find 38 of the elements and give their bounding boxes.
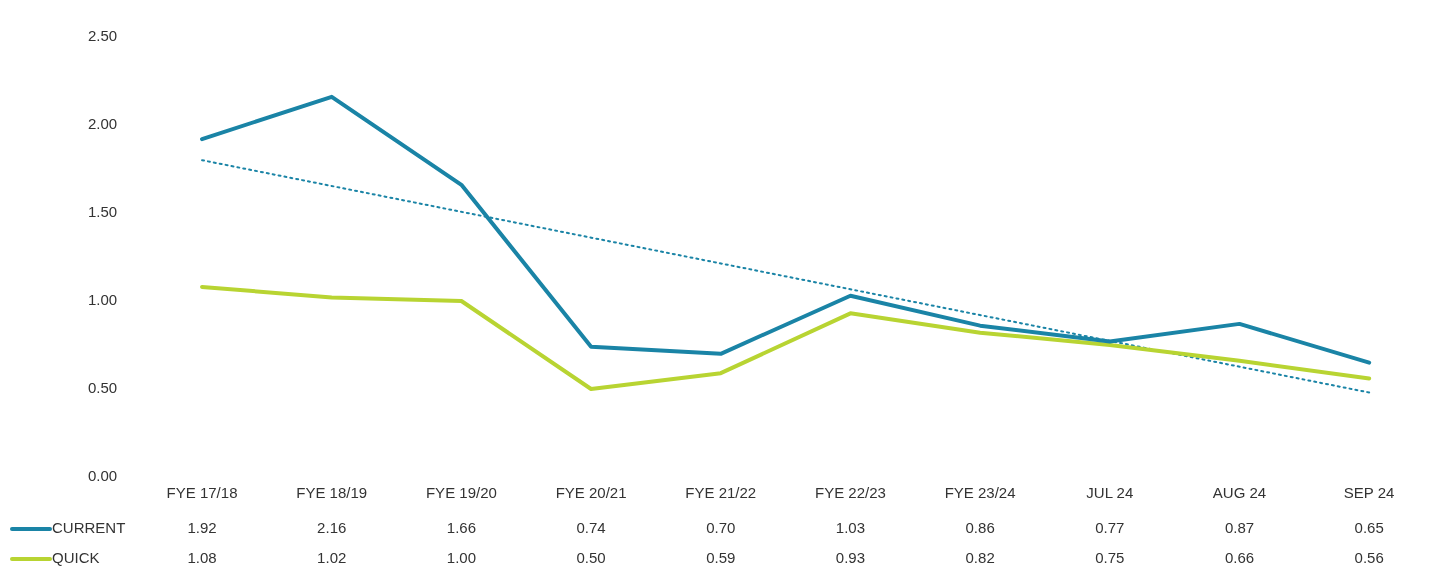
y-tick-label: 0.50 [87,379,118,397]
data-label: 0.75 [1095,549,1125,567]
data-label: 0.65 [1354,519,1384,537]
data-label: 0.82 [965,549,995,567]
y-tick-label: 2.00 [87,115,118,133]
data-label: 2.16 [317,519,347,537]
data-label: 0.66 [1224,549,1255,567]
data-label: 1.03 [835,519,866,537]
x-tick-label: FYE 23/24 [944,484,1016,502]
data-label: 0.70 [706,519,736,537]
data-label: 0.56 [1354,549,1384,567]
x-tick-label: SEP 24 [1343,484,1395,502]
data-label: 0.93 [835,549,866,567]
x-tick-label: AUG 24 [1212,484,1267,502]
data-label: 0.87 [1224,519,1255,537]
y-tick-label: 1.50 [87,203,118,221]
data-label: 0.77 [1095,519,1125,537]
data-label: 1.02 [317,549,347,567]
data-label: 1.92 [187,519,217,537]
data-label: 0.86 [965,519,995,537]
data-label: 0.59 [706,549,736,567]
data-label: 1.00 [446,549,476,567]
x-tick-label: FYE 20/21 [555,484,627,502]
data-label: 1.08 [187,549,217,567]
x-tick-label: FYE 19/20 [425,484,497,502]
x-tick-label: FYE 17/18 [166,484,238,502]
data-label: 0.74 [576,519,606,537]
legend-label: QUICK [52,549,100,567]
y-tick-label: 1.00 [87,291,118,309]
x-tick-label: FYE 18/19 [296,484,368,502]
x-tick-label: FYE 21/22 [685,484,757,502]
legend-label: CURRENT [52,519,126,537]
y-tick-label: 2.50 [87,27,118,45]
data-label: 0.50 [576,549,606,567]
x-tick-label: FYE 22/23 [814,484,886,502]
y-tick-label: 0.00 [87,467,118,485]
x-tick-label: JUL 24 [1086,484,1134,502]
data-label: 1.66 [446,519,476,537]
